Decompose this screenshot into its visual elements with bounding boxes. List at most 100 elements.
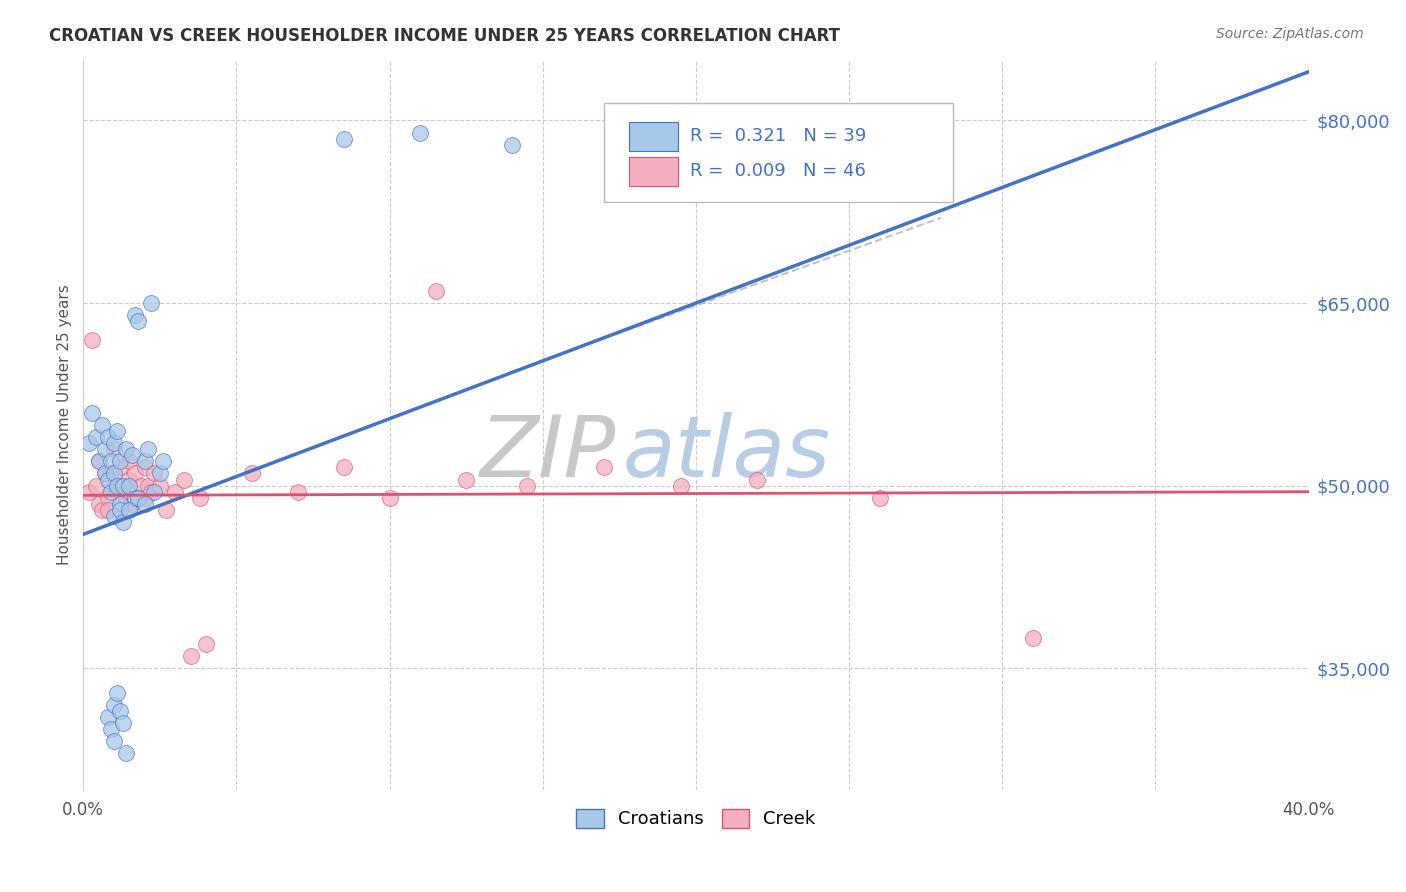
Point: [97, 503, 120, 517]
Point: [84, 430, 107, 444]
Point: [142, 484, 165, 499]
Point: [134, 460, 156, 475]
Point: [124, 308, 146, 322]
Point: [747, 473, 769, 487]
Point: [134, 491, 156, 505]
Point: [149, 478, 172, 492]
Point: [115, 491, 138, 505]
Point: [103, 734, 125, 748]
Point: [87, 497, 110, 511]
FancyBboxPatch shape: [628, 157, 678, 186]
Point: [115, 747, 138, 761]
Y-axis label: Householder Income Under 25 years: Householder Income Under 25 years: [58, 285, 72, 566]
Point: [134, 454, 156, 468]
Point: [97, 491, 120, 505]
Point: [173, 473, 195, 487]
Point: [179, 648, 201, 663]
Point: [188, 491, 211, 505]
Text: R =  0.321   N = 39: R = 0.321 N = 39: [690, 128, 866, 145]
Point: [127, 491, 149, 505]
FancyBboxPatch shape: [628, 121, 678, 151]
Text: atlas: atlas: [623, 412, 831, 495]
Point: [121, 497, 143, 511]
Point: [103, 478, 125, 492]
Point: [139, 296, 162, 310]
Point: [124, 491, 146, 505]
Point: [103, 442, 125, 456]
Point: [87, 454, 110, 468]
Point: [118, 503, 141, 517]
Point: [593, 460, 616, 475]
Point: [152, 454, 174, 468]
Point: [90, 503, 112, 517]
Point: [100, 454, 122, 468]
Point: [165, 484, 187, 499]
Point: [501, 137, 523, 152]
Point: [669, 478, 692, 492]
Point: [409, 126, 432, 140]
Point: [155, 503, 177, 517]
Point: [136, 442, 159, 456]
Point: [108, 497, 131, 511]
Point: [105, 685, 128, 699]
Point: [194, 637, 217, 651]
Point: [131, 478, 153, 492]
Point: [118, 478, 141, 492]
Point: [287, 484, 309, 499]
Point: [103, 436, 125, 450]
Point: [103, 509, 125, 524]
Point: [103, 698, 125, 712]
Point: [136, 478, 159, 492]
Point: [108, 704, 131, 718]
Point: [82, 333, 104, 347]
Point: [100, 722, 122, 736]
Point: [79, 436, 101, 450]
Point: [112, 478, 135, 492]
Point: [516, 478, 538, 492]
Point: [105, 424, 128, 438]
Point: [100, 467, 122, 481]
Point: [82, 406, 104, 420]
Point: [127, 314, 149, 328]
Point: [139, 484, 162, 499]
Point: [112, 478, 135, 492]
Point: [108, 503, 131, 517]
Point: [134, 497, 156, 511]
Point: [115, 442, 138, 456]
Point: [378, 491, 401, 505]
Text: R =  0.009   N = 46: R = 0.009 N = 46: [690, 162, 866, 180]
Text: CROATIAN VS CREEK HOUSEHOLDER INCOME UNDER 25 YEARS CORRELATION CHART: CROATIAN VS CREEK HOUSEHOLDER INCOME UND…: [49, 27, 841, 45]
Point: [103, 467, 125, 481]
Point: [869, 491, 891, 505]
Point: [87, 454, 110, 468]
Point: [93, 442, 115, 456]
Point: [97, 710, 120, 724]
Text: Source: ZipAtlas.com: Source: ZipAtlas.com: [1216, 27, 1364, 41]
Point: [149, 467, 172, 481]
Point: [127, 491, 149, 505]
Point: [118, 473, 141, 487]
Point: [425, 284, 447, 298]
Point: [105, 484, 128, 499]
Point: [108, 454, 131, 468]
Point: [97, 430, 120, 444]
Point: [121, 448, 143, 462]
Point: [97, 473, 120, 487]
FancyBboxPatch shape: [605, 103, 953, 202]
Point: [84, 478, 107, 492]
Point: [124, 467, 146, 481]
Point: [79, 484, 101, 499]
Text: ZIP: ZIP: [479, 412, 616, 495]
Point: [456, 473, 478, 487]
Point: [142, 467, 165, 481]
Point: [112, 716, 135, 731]
Point: [93, 467, 115, 481]
Point: [108, 460, 131, 475]
Point: [112, 515, 135, 529]
Point: [118, 454, 141, 468]
Point: [240, 467, 263, 481]
Point: [105, 478, 128, 492]
Point: [100, 484, 122, 499]
Point: [332, 460, 354, 475]
Point: [1022, 631, 1045, 645]
